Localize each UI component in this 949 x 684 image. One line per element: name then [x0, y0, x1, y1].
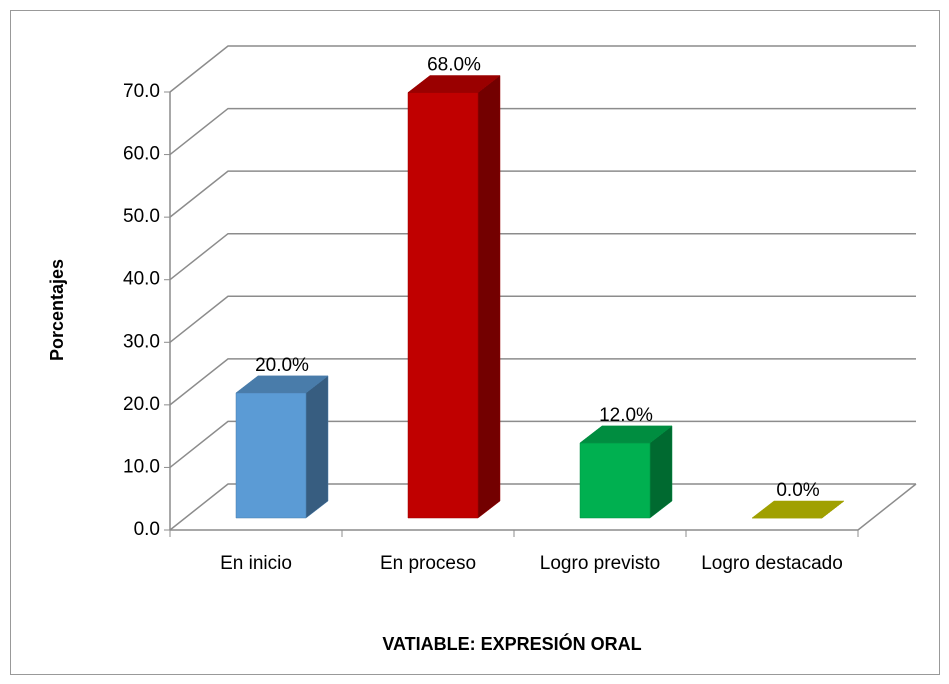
data-label: 12.0%	[599, 405, 653, 426]
x-tick-label: Logro destacado	[701, 553, 843, 574]
grid-line	[169, 45, 916, 93]
bar-top	[751, 500, 845, 519]
x-tick-label: En inicio	[220, 553, 292, 574]
bar-top	[407, 75, 501, 93]
bar-side	[305, 375, 329, 519]
y-tick-label: 10.0	[123, 456, 160, 477]
grid-line	[169, 107, 916, 156]
y-tick-label: 70.0	[123, 81, 160, 102]
bar-top	[579, 425, 673, 444]
data-label: 68.0%	[427, 55, 481, 76]
grid-line	[169, 170, 916, 218]
y-tick-label: 0.0	[134, 519, 160, 540]
y-tick-label: 30.0	[123, 331, 160, 352]
y-tick-label: 60.0	[123, 144, 160, 165]
x-axis-title: VATIABLE: EXPRESIÓN ORAL	[382, 633, 641, 654]
y-axis-title: Porcentajes	[47, 259, 67, 361]
bar-top	[235, 375, 329, 394]
grid-line	[169, 483, 916, 531]
y-tick-label: 40.0	[123, 269, 160, 290]
bar-front	[235, 392, 307, 519]
bar	[751, 500, 845, 519]
data-label: 0.0%	[776, 480, 819, 501]
bar-front	[407, 92, 479, 519]
bar-side	[477, 75, 501, 519]
grid-line	[169, 295, 916, 343]
data-label: 20.0%	[255, 355, 309, 376]
grid-line	[169, 358, 916, 406]
y-tick-label: 20.0	[123, 394, 160, 415]
x-tick-label: En proceso	[379, 553, 477, 574]
grid-line	[169, 420, 916, 469]
bar-front	[579, 442, 651, 519]
y-tick-label: 50.0	[123, 206, 160, 227]
x-tick-label: Logro previsto	[539, 553, 661, 574]
bar	[235, 375, 329, 519]
bar	[579, 425, 673, 519]
grid-line	[169, 232, 916, 281]
bar	[407, 75, 501, 519]
